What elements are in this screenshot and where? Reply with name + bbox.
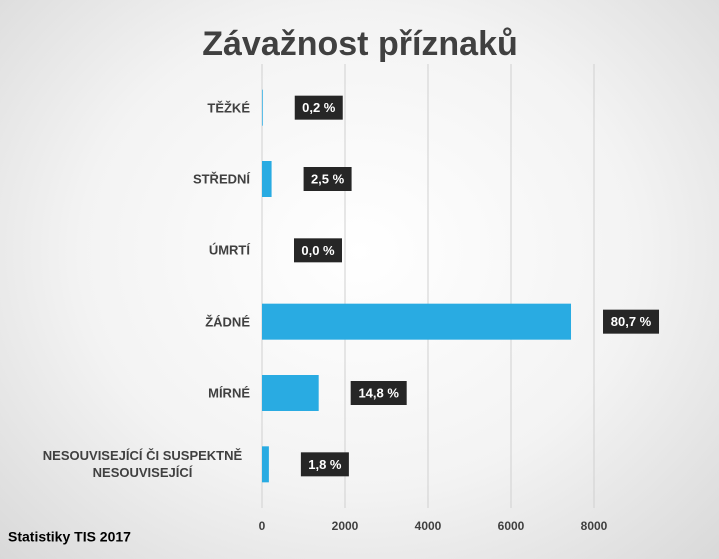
label-box	[603, 309, 660, 334]
category-label-box: STŘEDNÍ	[10, 171, 250, 188]
category-label-box: ÚMRTÍ	[10, 242, 250, 259]
bar-label: 0,2 %	[302, 100, 336, 115]
chart-title: Závažnost příznaků	[202, 25, 518, 63]
y-tick-label: NESOUVISEJÍCÍ ČI SUSPEKTNĚ NESOUVISEJÍCÍ	[42, 448, 243, 481]
x-tick-label: 0	[259, 519, 266, 533]
x-tick-label: 6000	[498, 519, 525, 533]
y-tick-label: STŘEDNÍ	[192, 171, 250, 187]
bar-label: 80,7 %	[611, 314, 652, 329]
source-note: Statistiky TIS 2017	[8, 529, 131, 545]
label-box	[300, 452, 349, 477]
label-box	[294, 238, 342, 263]
x-tick-label: 8000	[581, 519, 608, 533]
bar	[262, 303, 572, 340]
bar-label: 1,8 %	[308, 457, 342, 472]
x-tick-label: 2000	[332, 519, 359, 533]
bar-label: 14,8 %	[358, 385, 399, 400]
bar	[262, 375, 319, 411]
y-tick-label: TĚŽKÉ	[207, 100, 250, 116]
label-box	[350, 381, 407, 405]
bar	[262, 161, 272, 197]
y-tick-label: MÍRNÉ	[208, 385, 250, 401]
category-label-box: MÍRNÉ	[10, 385, 250, 402]
x-tick-label: 4000	[415, 519, 442, 533]
category-label-box: NESOUVISEJÍCÍ ČI SUSPEKTNĚ NESOUVISEJÍCÍ	[10, 447, 250, 481]
label-box	[303, 167, 352, 191]
category-label-box: ŽÁDNÉ	[10, 313, 250, 330]
bar	[262, 446, 269, 483]
bar-label: 2,5 %	[311, 171, 345, 186]
bar-label: 0,0 %	[301, 243, 335, 258]
label-box	[294, 95, 343, 120]
bar	[262, 89, 263, 126]
y-tick-label: ŽÁDNÉ	[205, 314, 250, 330]
y-tick-label: ÚMRTÍ	[208, 242, 250, 258]
category-label-box: TĚŽKÉ	[10, 99, 250, 116]
